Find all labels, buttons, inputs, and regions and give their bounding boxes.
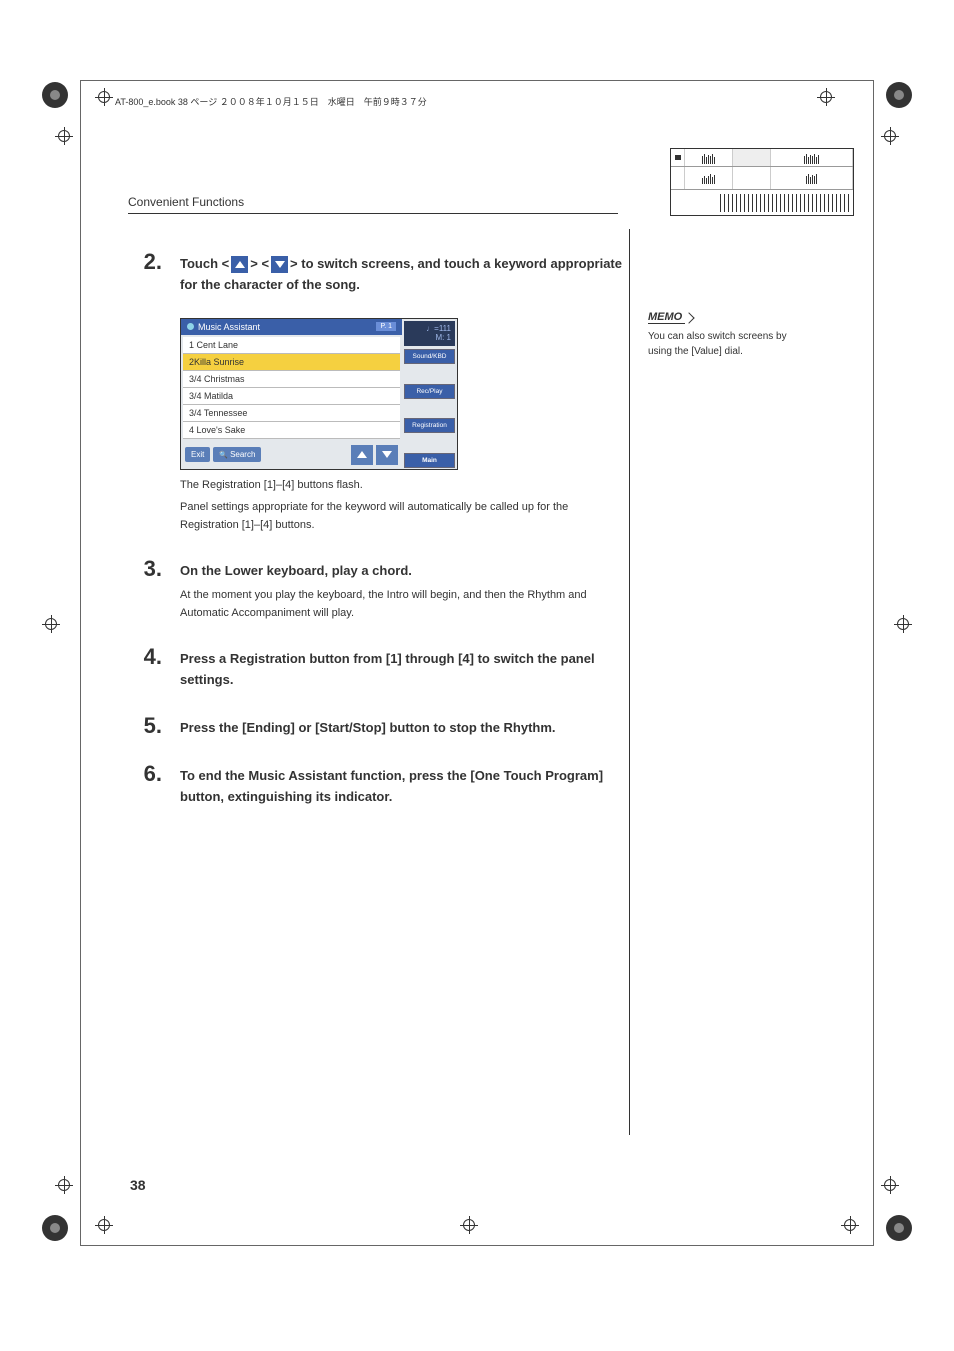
screenshot-page: P. 1 xyxy=(376,322,396,331)
step-number: 3. xyxy=(128,556,180,622)
crosshair-icon xyxy=(55,1176,73,1194)
step-heading: To end the Music Assistant function, pre… xyxy=(180,765,623,808)
memo-block: MEMO You can also switch screens by usin… xyxy=(648,307,813,359)
screenshot-title: Music Assistant xyxy=(198,322,260,332)
print-mark-br xyxy=(886,1215,912,1241)
up-arrow-icon xyxy=(231,256,248,273)
search-button: Search xyxy=(213,447,261,462)
screenshot-titlebar: Music Assistant P. 1 xyxy=(181,319,402,335)
step-2: 2. Touch <> <> to switch screens, and to… xyxy=(128,249,623,296)
divider xyxy=(629,229,630,1135)
down-arrow-icon xyxy=(271,256,288,273)
divider xyxy=(128,213,618,214)
memo-label: MEMO xyxy=(648,311,685,324)
step-heading: Press a Registration button from [1] thr… xyxy=(180,648,623,691)
tempo-display: ♩=111 M: 1 xyxy=(404,321,455,346)
crosshair-icon xyxy=(894,615,912,633)
list-item: 3/4 Tennessee xyxy=(183,405,400,422)
text: Touch < xyxy=(180,256,229,271)
text: > < xyxy=(250,256,269,271)
step-note: The Registration [1]–[4] buttons flash. xyxy=(180,476,623,494)
list-item: 1 Cent Lane xyxy=(183,337,400,354)
registration-button: Registration xyxy=(404,418,455,433)
screenshot-list: 1 Cent Lane2Killa Sunrise3/4 Christmas3/… xyxy=(183,337,400,439)
list-item: 4 Love's Sake xyxy=(183,422,400,439)
step-number: 5. xyxy=(128,713,180,739)
tempo-value: ♩=111 xyxy=(408,324,451,334)
step-4: 4. Press a Registration button from [1] … xyxy=(128,644,623,691)
step-5: 5. Press the [Ending] or [Start/Stop] bu… xyxy=(128,713,623,739)
crosshair-icon xyxy=(881,1176,899,1194)
music-assistant-screenshot: Music Assistant P. 1 1 Cent Lane2Killa S… xyxy=(180,318,458,470)
crosshair-icon xyxy=(42,615,60,633)
step-heading: Touch <> <> to switch screens, and touch… xyxy=(180,253,623,296)
page-header: AT-800_e.book 38 ページ ２００８年１０月１５日 水曜日 午前９… xyxy=(115,95,427,108)
step-note: Panel settings appropriate for the keywo… xyxy=(180,498,623,534)
section-title: Convenient Functions xyxy=(128,195,623,209)
rec-play-button: Rec/Play xyxy=(404,384,455,399)
step-6: 6. To end the Music Assistant function, … xyxy=(128,761,623,808)
step-heading: Press the [Ending] or [Start/Stop] butto… xyxy=(180,717,623,738)
step-text: At the moment you play the keyboard, the… xyxy=(180,586,623,622)
print-mark-bl xyxy=(42,1215,68,1241)
list-item: 3/4 Matilda xyxy=(183,388,400,405)
step-number: 4. xyxy=(128,644,180,691)
measure-value: M: 1 xyxy=(408,333,451,343)
crosshair-icon xyxy=(55,127,73,145)
down-arrow-button xyxy=(376,445,398,465)
dot-icon xyxy=(187,323,194,330)
print-mark-tl xyxy=(42,82,68,108)
list-item: 2Killa Sunrise xyxy=(183,354,400,371)
panel-diagram xyxy=(670,148,854,216)
up-arrow-button xyxy=(351,445,373,465)
page-number: 38 xyxy=(130,1177,146,1193)
step-number: 6. xyxy=(128,761,180,808)
exit-button: Exit xyxy=(185,447,210,462)
list-item: 3/4 Christmas xyxy=(183,371,400,388)
memo-text: You can also switch screens by using the… xyxy=(648,329,813,359)
step-heading: On the Lower keyboard, play a chord. xyxy=(180,560,623,581)
step-number: 2. xyxy=(128,249,180,296)
print-mark-tr xyxy=(886,82,912,108)
main-button: Main xyxy=(404,453,455,468)
sound-kbd-button: Sound/KBD xyxy=(404,349,455,364)
step-3: 3. On the Lower keyboard, play a chord. … xyxy=(128,556,623,622)
crosshair-icon xyxy=(881,127,899,145)
